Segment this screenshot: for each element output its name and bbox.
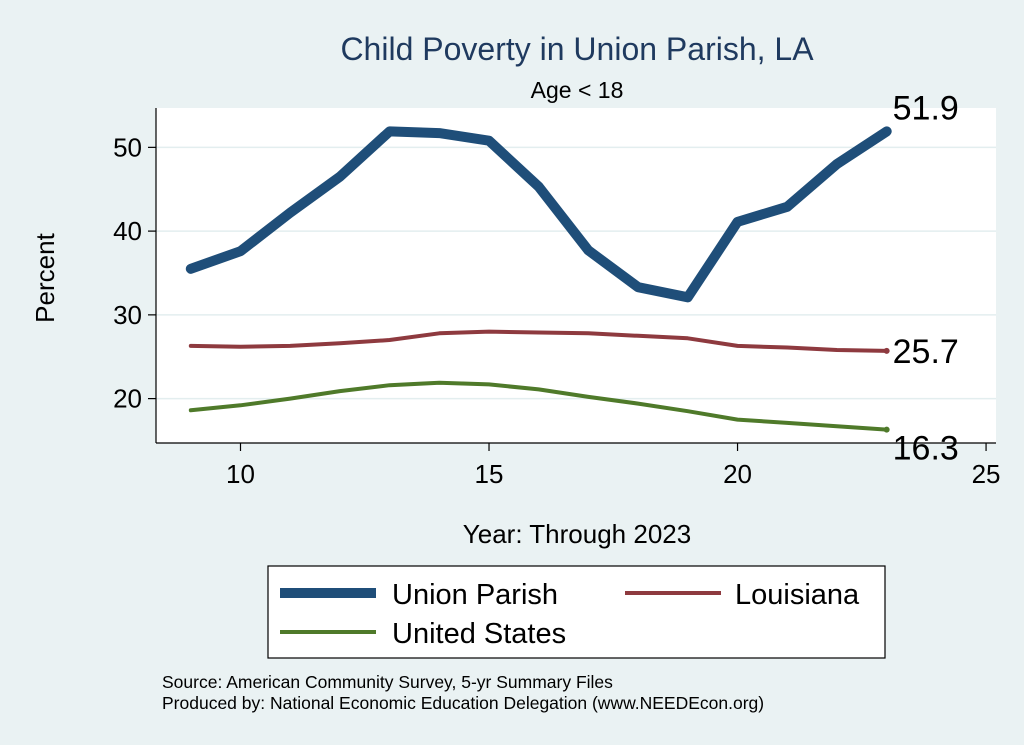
end-value-label: 51.9	[893, 89, 959, 127]
y-tick-label: 50	[113, 132, 142, 162]
legend-label-union-parish: Union Parish	[392, 579, 558, 611]
series-line-louisiana	[188, 329, 889, 353]
chart-title: Child Poverty in Union Parish, LA	[340, 31, 814, 67]
legend-label-louisiana: Louisiana	[735, 579, 860, 611]
series-end-point	[883, 347, 890, 354]
end-value-label: 25.7	[893, 333, 959, 371]
y-axis-title: Percent	[30, 232, 60, 322]
legend-box	[267, 565, 886, 659]
series-line-union-parish	[185, 126, 892, 303]
end-labels: 51.9 25.7 16.3	[893, 89, 959, 467]
legend: Union Parish Louisiana United States	[267, 565, 886, 659]
series-group	[185, 126, 892, 433]
series-line-united-states	[188, 380, 889, 432]
source-note: Source: American Community Survey, 5-yr …	[162, 672, 613, 692]
plot-area	[156, 108, 996, 443]
x-tick-label: 10	[226, 459, 255, 489]
x-axis-title: Year: Through 2023	[463, 519, 691, 549]
axes: 20 30 40 50 10 15 20 25	[113, 108, 1001, 489]
x-tick-label: 15	[475, 459, 504, 489]
producer-note: Produced by: National Economic Education…	[162, 693, 764, 713]
end-value-label: 16.3	[893, 430, 959, 468]
series-end-point	[882, 127, 891, 136]
chart-subtitle: Age < 18	[531, 77, 624, 103]
y-tick-label: 20	[113, 384, 142, 414]
series-end-point	[883, 426, 890, 433]
x-tick-label: 20	[723, 459, 752, 489]
y-tick-label: 40	[113, 216, 142, 246]
legend-label-united-states: United States	[392, 618, 566, 650]
y-tick-label: 30	[113, 300, 142, 330]
x-tick-label: 25	[972, 459, 1001, 489]
